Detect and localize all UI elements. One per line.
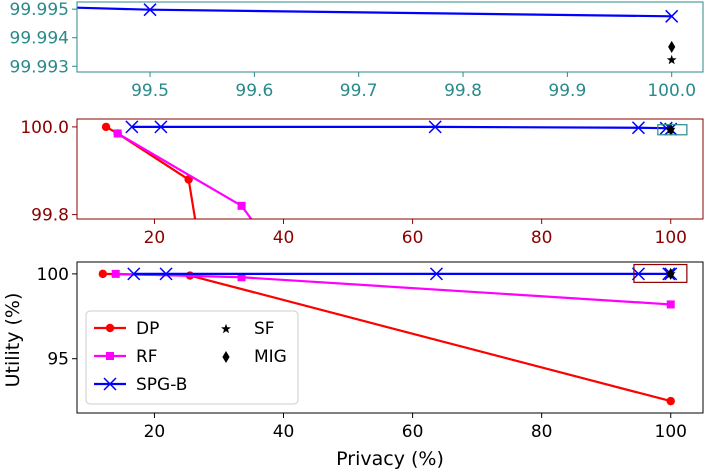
point-rf-0 xyxy=(111,269,120,278)
x-tick-label-zoom-middle-4: 100 xyxy=(655,228,687,248)
plot-area-zoom-top xyxy=(77,3,679,65)
y-axis-label: Utility (%) xyxy=(2,293,24,388)
series-mig xyxy=(668,40,676,53)
series-mig xyxy=(667,123,675,136)
legend-marker-spg-b xyxy=(103,377,117,391)
x-tick-label-zoom-middle-3: 80 xyxy=(531,228,553,248)
point-spg-b-2 xyxy=(665,9,679,23)
point-rf-1 xyxy=(237,201,246,210)
x-axis-label: Privacy (%) xyxy=(336,448,444,470)
x-tick-label-main-3: 80 xyxy=(531,422,553,442)
series-line-dp xyxy=(105,125,197,219)
legend-entry-mig: MIG xyxy=(222,347,287,367)
legend-marker-rf xyxy=(106,352,114,360)
series-spg-b xyxy=(127,267,678,281)
point-dp-0 xyxy=(101,122,111,132)
plot-area-main xyxy=(98,267,678,406)
series-spg-b xyxy=(125,120,678,136)
legend-label-dp: DP xyxy=(136,319,159,339)
x-tick-label-zoom-top-4: 99.9 xyxy=(548,81,586,101)
x-tick-label-main-1: 40 xyxy=(273,422,295,442)
y-tick-label-zoom-middle-0: 100.0 xyxy=(20,118,69,138)
point-spg-b-1 xyxy=(154,120,168,134)
point-rf-2 xyxy=(666,300,675,309)
series-sf xyxy=(666,54,677,65)
point-spg-b-0 xyxy=(127,267,141,281)
x-tick-label-main-2: 60 xyxy=(402,422,424,442)
frame-zoom-top xyxy=(76,1,704,73)
legend: DP RF SPG-B SF MIG xyxy=(85,310,299,405)
x-tick-label-zoom-top-2: 99.7 xyxy=(340,81,378,101)
x-tick-label-zoom-top-5: 100.0 xyxy=(647,81,696,101)
point-mig-0 xyxy=(667,267,675,280)
legend-label-sf: SF xyxy=(254,319,275,339)
point-spg-b-2 xyxy=(429,267,443,281)
frame-main xyxy=(76,261,704,414)
legend-entry-dp: DP xyxy=(94,319,159,339)
legend-entry-sf: SF xyxy=(221,319,275,339)
legend-label-spg-b: SPG-B xyxy=(136,375,187,395)
legend-entry-spg-b: SPG-B xyxy=(94,375,187,395)
y-tick-label-main-1: 95 xyxy=(47,350,69,370)
point-spg-b-1 xyxy=(159,267,173,281)
point-dp-2 xyxy=(666,396,675,406)
panel-zoom-middle: 20 40 60 80 100 100.0 99.8 xyxy=(20,118,704,248)
x-tick-label-main-4: 100 xyxy=(655,422,687,442)
point-mig-0 xyxy=(668,40,676,53)
panel-main: 20 40 60 80 100 100 95 xyxy=(37,261,704,442)
series-rf xyxy=(111,269,675,309)
y-tick-label-zoom-top-2: 99.993 xyxy=(10,57,69,77)
point-sf-0 xyxy=(666,54,677,65)
y-tick-label-zoom-top-1: 99.994 xyxy=(10,29,69,49)
x-tick-label-zoom-middle-2: 60 xyxy=(402,228,424,248)
series-line-spg-b xyxy=(77,6,672,18)
x-tick-label-zoom-middle-1: 40 xyxy=(273,228,295,248)
plot-area-zoom-middle xyxy=(101,120,678,219)
x-tick-label-zoom-top-3: 99.8 xyxy=(444,81,482,101)
legend-box xyxy=(85,310,299,405)
series-spg-b xyxy=(77,3,679,23)
legend-marker-sf xyxy=(221,323,231,334)
y-tick-label-zoom-middle-1: 99.8 xyxy=(31,206,69,226)
legend-label-mig: MIG xyxy=(254,347,287,367)
series-rf xyxy=(113,129,253,219)
legend-label-rf: RF xyxy=(136,347,158,367)
zoom-box-main xyxy=(633,263,688,283)
zoom-box-zoom-middle xyxy=(657,124,688,136)
point-spg-b-3 xyxy=(631,121,645,135)
x-tick-label-zoom-middle-0: 20 xyxy=(144,228,166,248)
panel-zoom-top: 99.5 99.6 99.7 99.8 99.9 100.0 99.995 99.994 99.… xyxy=(10,0,704,101)
y-tick-label-main-0: 100 xyxy=(37,265,69,285)
legend-marker-dp xyxy=(105,323,115,333)
point-spg-b-0 xyxy=(125,120,139,134)
x-tick-label-zoom-top-1: 99.6 xyxy=(235,81,273,101)
point-dp-0 xyxy=(98,269,108,279)
y-tick-label-zoom-top-0: 99.995 xyxy=(10,0,69,20)
point-spg-b-2 xyxy=(428,120,442,134)
point-mig-0 xyxy=(667,123,675,136)
x-tick-label-zoom-top-0: 99.5 xyxy=(131,81,169,101)
x-tick-label-main-0: 20 xyxy=(144,422,166,442)
series-mig xyxy=(667,267,675,280)
legend-marker-mig xyxy=(222,351,230,363)
legend-entry-rf: RF xyxy=(94,347,158,367)
point-rf-0 xyxy=(113,129,122,138)
point-rf-1 xyxy=(237,273,246,282)
series-line-spg-b xyxy=(131,125,671,131)
point-spg-b-1 xyxy=(143,3,157,17)
frame-zoom-middle xyxy=(76,118,704,220)
